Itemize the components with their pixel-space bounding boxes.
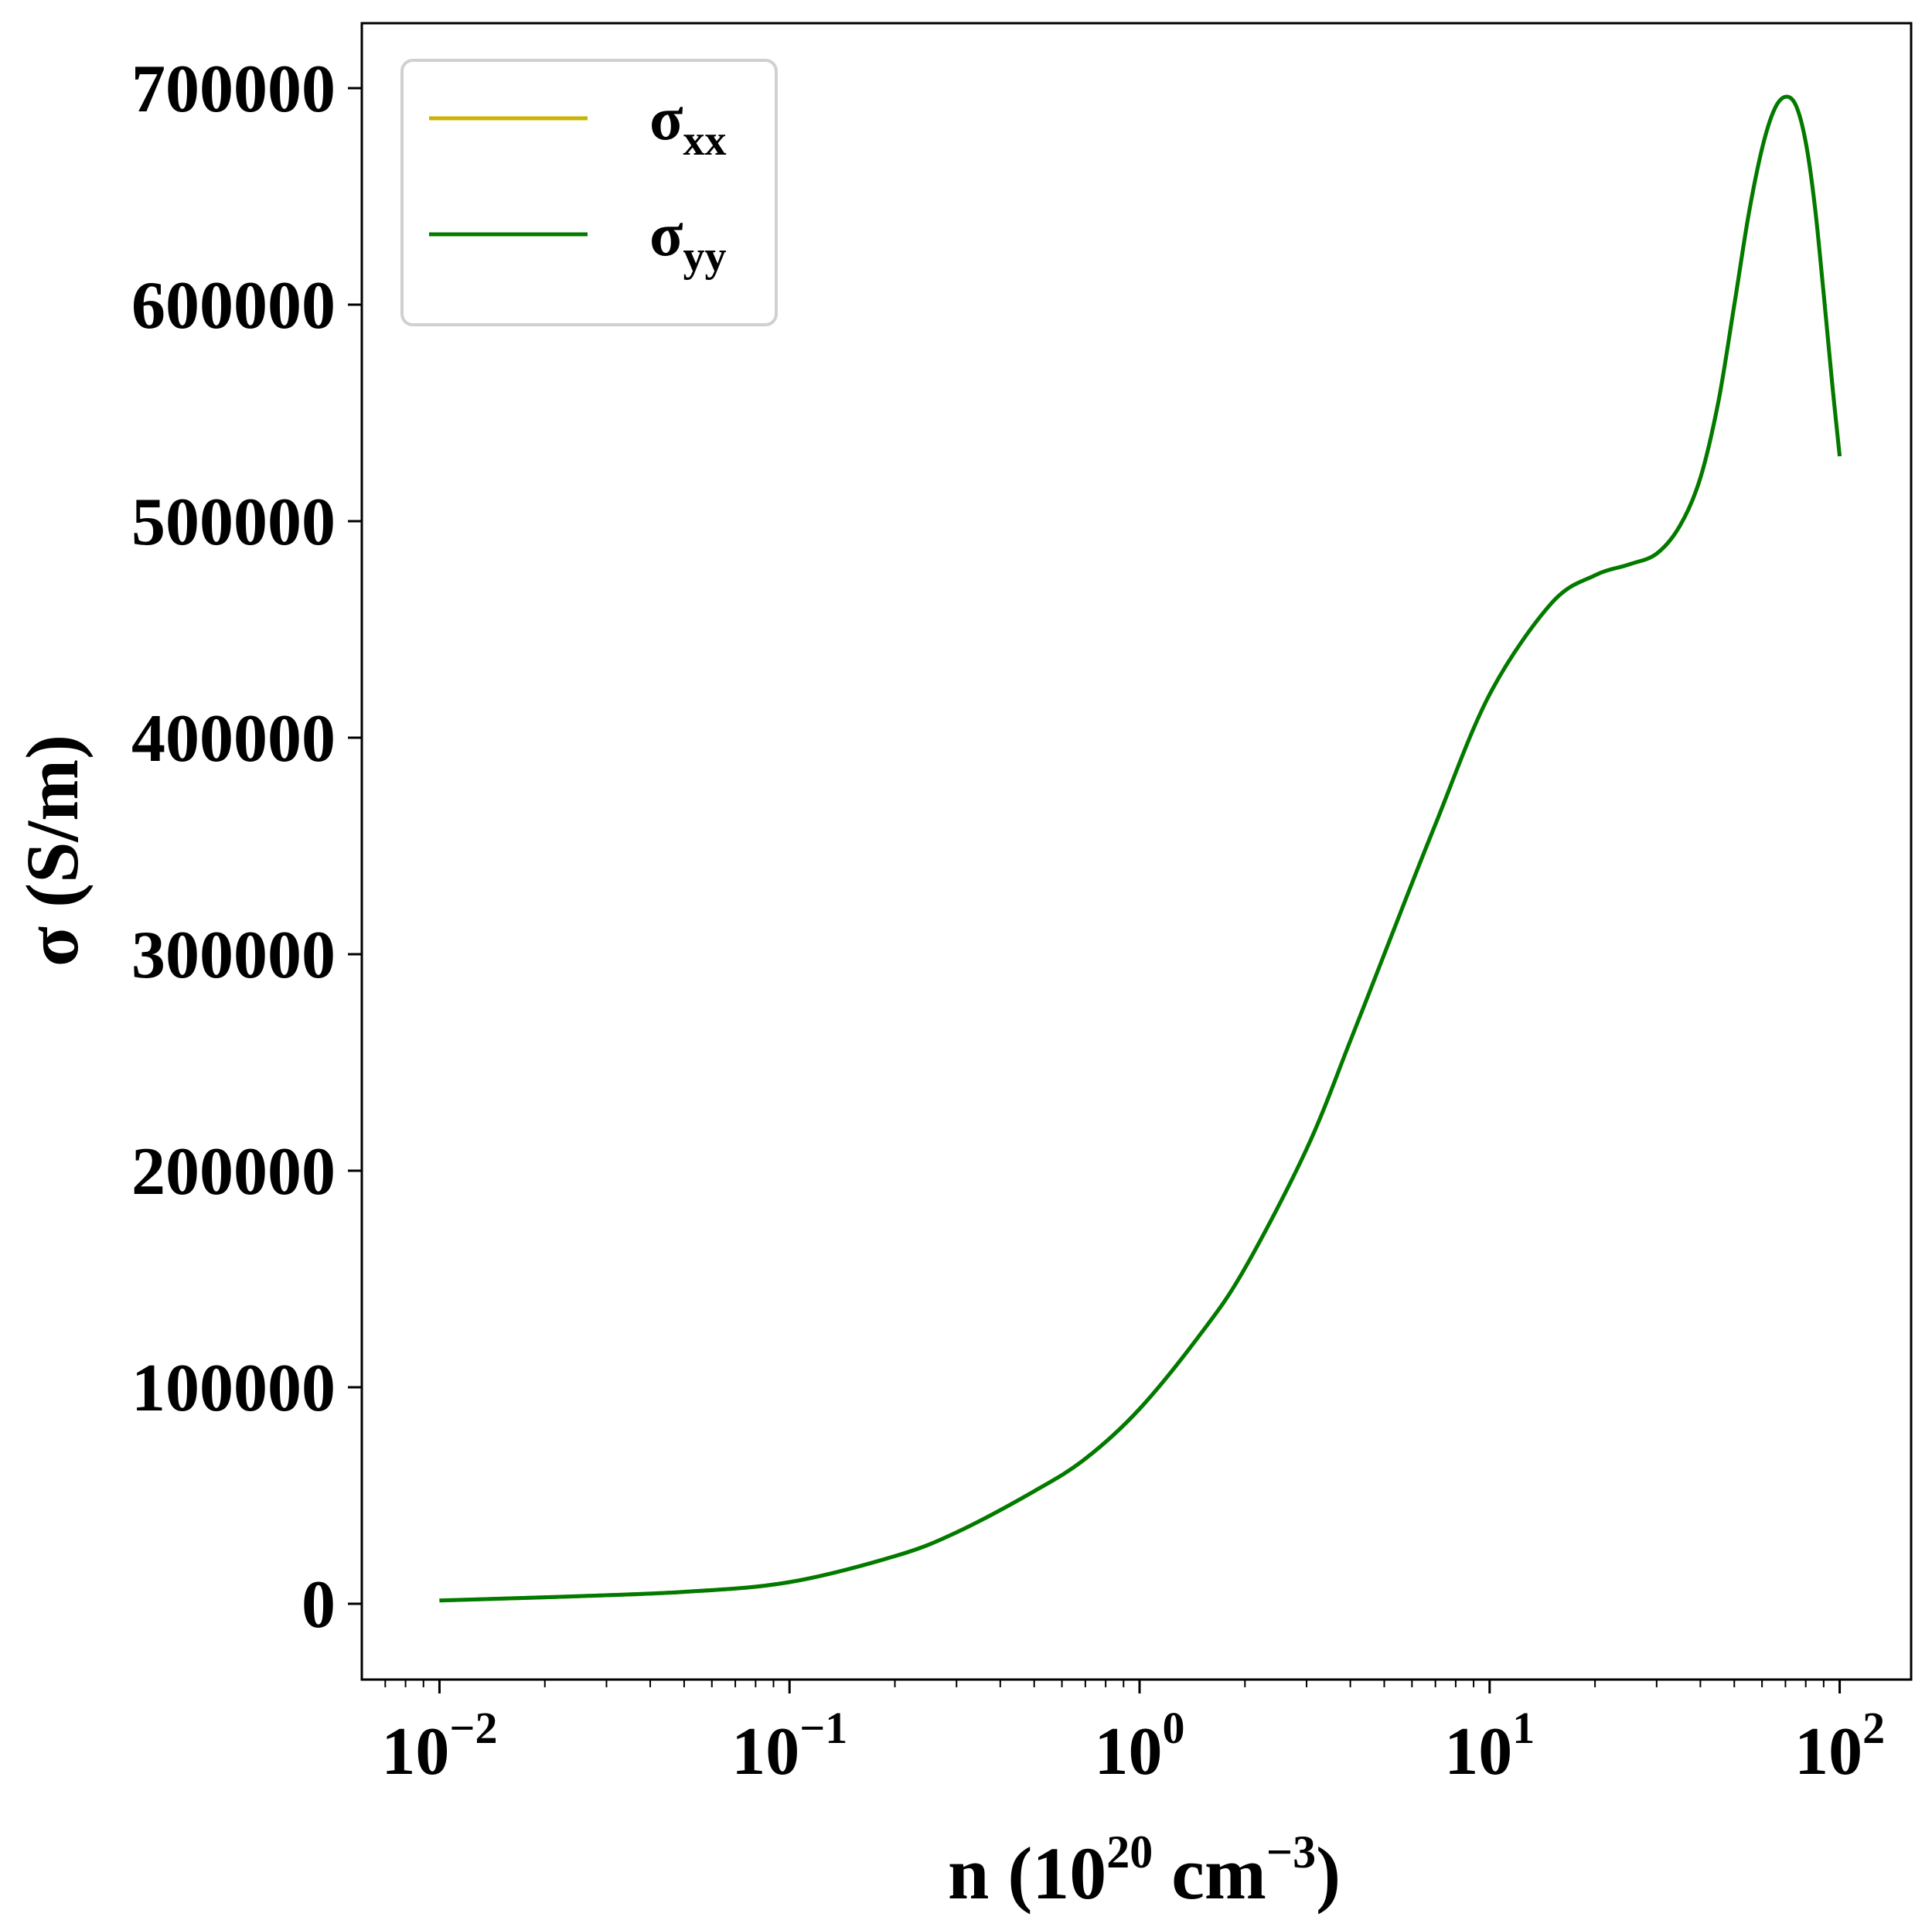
- y-tick-label-500000: 500000: [131, 485, 336, 560]
- x-axis-label-base: n (10: [948, 1832, 1106, 1915]
- x-tick-label-2: 100: [1095, 1703, 1185, 1789]
- x-tick-label-exp-3: 1: [1512, 1703, 1535, 1753]
- legend-label-sigma-yy-sub: yy: [683, 233, 727, 281]
- x-axis-label-end: ): [1316, 1832, 1341, 1915]
- y-tick-label-600000: 600000: [131, 268, 336, 343]
- y-tick-label-400000: 400000: [131, 701, 336, 776]
- x-tick-label-exp-2: 0: [1163, 1703, 1185, 1753]
- x-tick-label-exp-4: 2: [1862, 1703, 1885, 1753]
- series-line-yy: [439, 94, 1842, 1603]
- x-tick-label-base-0: 10: [381, 1714, 449, 1789]
- x-tick-label-base-3: 10: [1444, 1714, 1512, 1789]
- legend-label-sigma-yy-base: σ: [649, 201, 683, 269]
- legend-label-sigma-yy: σyy: [649, 201, 727, 281]
- x-tick-label-1: 10−1: [731, 1703, 847, 1789]
- legend-frame: [400, 59, 778, 326]
- legend-label-sigma-xx: σxx: [649, 85, 727, 165]
- x-tick-label-exp-0: −2: [449, 1703, 497, 1753]
- y-tick-label-0: 0: [302, 1567, 336, 1642]
- legend: σxx σyy: [400, 59, 778, 326]
- x-axis-label-exp: 20: [1106, 1826, 1153, 1878]
- y-tick-label-200000: 200000: [131, 1134, 336, 1209]
- x-tick-label-base-1: 10: [731, 1714, 799, 1789]
- x-axis-label-mid: cm: [1153, 1832, 1266, 1915]
- x-tick-label-exp-1: −1: [799, 1703, 847, 1753]
- y-axis-label: σ (S/m): [11, 735, 94, 967]
- x-axis-label-exp2: −3: [1266, 1826, 1316, 1878]
- y-tick-label-300000: 300000: [131, 918, 336, 993]
- legend-label-sigma-xx-sub: xx: [683, 117, 727, 165]
- y-tick-label-700000: 700000: [131, 52, 336, 127]
- x-tick-label-0: 10−2: [381, 1703, 497, 1789]
- x-tick-label-base-2: 10: [1095, 1714, 1163, 1789]
- y-tick-label-100000: 100000: [131, 1351, 336, 1426]
- x-axis-label: n (1020 cm−3): [948, 1826, 1341, 1915]
- x-tick-label-3: 101: [1444, 1703, 1535, 1789]
- plot-area: 0 100000 200000 300000 400000 500000 600000 700…: [131, 22, 1913, 1789]
- legend-label-sigma-xx-base: σ: [649, 85, 683, 153]
- plot-frame: [360, 22, 1913, 1681]
- x-tick-label-4: 102: [1794, 1703, 1885, 1789]
- x-tick-label-base-4: 10: [1794, 1714, 1862, 1789]
